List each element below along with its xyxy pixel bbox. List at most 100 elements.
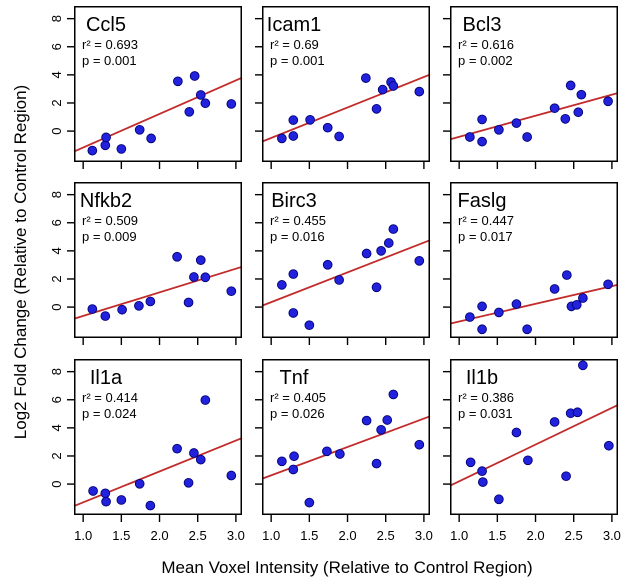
data-point: [561, 270, 572, 280]
data-point: [277, 133, 287, 144]
data-point: [477, 136, 487, 147]
x-axis-title: Mean Voxel Intensity (Relative to Contro…: [161, 558, 533, 577]
data-point: [183, 297, 194, 308]
data-point: [305, 114, 315, 125]
data-point: [573, 107, 584, 118]
y-tick-label: 4: [49, 424, 64, 431]
data-point: [288, 115, 299, 125]
x-tick-label: 1.5: [112, 528, 130, 543]
data-point: [226, 99, 237, 109]
x-tick-label: 1.0: [262, 528, 280, 543]
data-point: [371, 104, 382, 114]
panel-border: [262, 6, 430, 162]
data-point: [414, 86, 425, 97]
regression-line: [261, 73, 431, 143]
data-point: [388, 81, 399, 91]
x-tick-label: 2.5: [377, 528, 395, 543]
x-tick-label: 3.0: [603, 528, 621, 543]
y-tick-label: 6: [49, 396, 64, 403]
data-point: [477, 324, 487, 335]
panel-r2-label: r² = 0.693: [82, 37, 138, 52]
panel-r2-label: r² = 0.386: [458, 390, 514, 405]
panel-r2-label: r² = 0.405: [270, 390, 326, 405]
data-point: [549, 284, 560, 294]
data-point: [465, 132, 475, 142]
panel-border: [74, 182, 242, 338]
data-point: [477, 466, 487, 477]
data-point: [322, 446, 332, 457]
data-point: [200, 272, 211, 283]
data-point: [277, 280, 287, 290]
panel-p-label: p = 0.002: [458, 53, 513, 68]
data-point: [560, 114, 571, 124]
regression-line: [449, 283, 619, 325]
panel-gene-title: Birc3: [271, 190, 317, 212]
x-tick-label: 1.0: [450, 528, 468, 543]
data-point: [145, 500, 156, 511]
data-point: [477, 301, 487, 312]
panel-r2-label: r² = 0.616: [458, 37, 514, 52]
data-point: [572, 407, 583, 418]
data-point: [523, 455, 533, 466]
y-tick-label: 0: [49, 127, 64, 134]
panel-p-label: p = 0.024: [82, 406, 137, 421]
y-tick-label: 0: [49, 303, 64, 310]
data-point: [101, 132, 111, 143]
y-tick-label: 2: [49, 275, 64, 282]
data-point: [371, 282, 382, 293]
data-point: [494, 307, 504, 318]
panel-p-label: p = 0.016: [270, 229, 325, 244]
data-point: [522, 132, 532, 142]
data-point: [200, 395, 211, 405]
panel-gene-title: Bcl3: [463, 14, 502, 36]
data-point: [382, 415, 393, 425]
y-tick-label: 2: [49, 99, 64, 106]
data-point: [100, 488, 111, 499]
data-point: [511, 118, 522, 128]
panel-border: [450, 182, 618, 338]
data-point: [226, 470, 237, 481]
y-tick-label: 4: [49, 247, 64, 254]
data-point: [494, 494, 504, 505]
data-point: [477, 114, 487, 125]
regression-line: [73, 437, 243, 507]
panel-r2-label: r² = 0.69: [270, 37, 319, 52]
y-tick-label: 6: [49, 219, 64, 226]
x-tick-label: 1.5: [488, 528, 506, 543]
data-point: [189, 448, 199, 458]
data-point: [134, 478, 145, 489]
data-point: [288, 308, 299, 318]
regression-line: [73, 76, 243, 153]
panel-p-label: p = 0.009: [82, 229, 137, 244]
data-point: [288, 131, 299, 141]
data-point: [172, 251, 182, 262]
data-point: [195, 255, 206, 265]
data-point: [172, 443, 182, 454]
data-point: [322, 122, 333, 133]
panel-r2-label: r² = 0.455: [270, 213, 326, 228]
panel-border: [450, 6, 618, 162]
y-tick-label: 2: [49, 452, 64, 459]
x-tick-label: 2.0: [526, 528, 544, 543]
data-point: [334, 275, 344, 285]
data-point: [571, 299, 582, 310]
data-point: [134, 124, 145, 135]
data-point: [549, 103, 560, 114]
data-point: [288, 464, 299, 475]
data-point: [146, 133, 156, 144]
panel-gene-title: Il1a: [90, 367, 123, 389]
panel-gene-title: Il1b: [466, 367, 498, 389]
data-point: [304, 497, 315, 508]
panel-r2-label: r² = 0.414: [82, 390, 138, 405]
data-point: [116, 144, 127, 154]
y-tick-label: 4: [49, 71, 64, 78]
data-point: [388, 224, 399, 234]
x-tick-label: 2.0: [338, 528, 356, 543]
data-point: [565, 80, 576, 91]
